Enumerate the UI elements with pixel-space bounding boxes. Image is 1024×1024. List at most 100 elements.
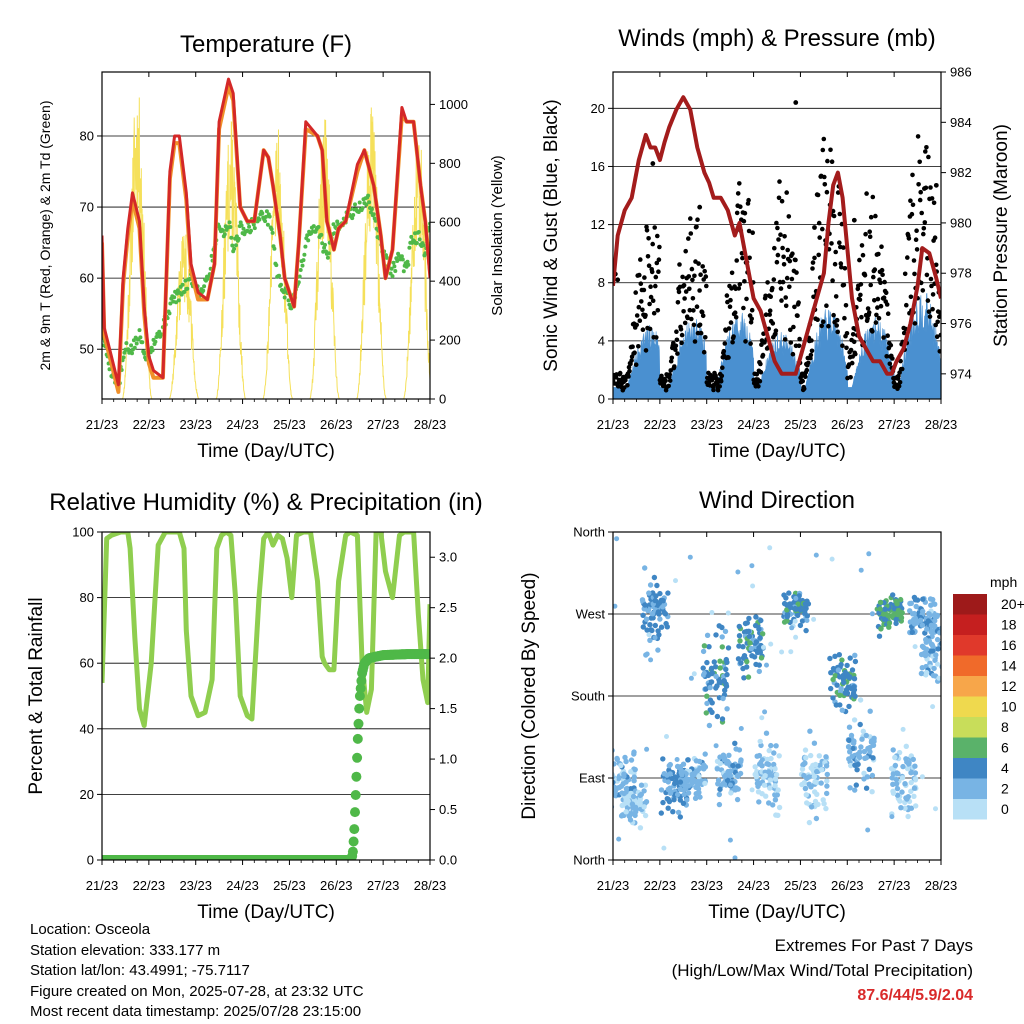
gust-point: [797, 336, 802, 342]
direction-point: [722, 628, 729, 635]
gust-point: [688, 216, 693, 221]
y-axis-label: Percent & Total Rainfall: [26, 597, 47, 794]
gust-point: [691, 322, 697, 328]
direction-point: [704, 659, 710, 666]
dewpoint-point: [251, 222, 256, 227]
dewpoint-point: [229, 235, 234, 240]
gust-point: [883, 290, 889, 296]
gust-point: [920, 288, 926, 293]
direction-point: [714, 766, 720, 772]
gust-point: [864, 191, 869, 196]
direction-point: [658, 624, 665, 630]
gust-point: [829, 159, 835, 164]
gust-point: [686, 274, 692, 279]
direction-point: [885, 612, 892, 618]
gust-point: [648, 294, 654, 300]
gust-point: [804, 367, 810, 373]
direction-point: [844, 662, 850, 669]
gust-point: [812, 255, 817, 261]
dewpoint-point: [311, 224, 316, 229]
gust-point: [638, 281, 644, 287]
gust-point: [675, 351, 680, 356]
direction-point: [705, 672, 712, 679]
dewpoint-point: [236, 236, 241, 241]
gust-point: [674, 329, 679, 335]
direction-point: [758, 759, 764, 765]
gust-point: [912, 321, 918, 326]
dewpoint-point: [238, 220, 243, 225]
gust-point: [914, 247, 920, 252]
gust-point: [768, 294, 773, 300]
gust-point: [826, 323, 831, 329]
direction-point: [724, 760, 730, 766]
direction-point: [765, 761, 772, 767]
gust-point: [800, 378, 805, 384]
gust-point: [860, 252, 866, 258]
gust-point: [682, 320, 688, 326]
gust-point: [875, 305, 880, 310]
gust-point: [776, 237, 781, 242]
direction-point: [895, 611, 901, 618]
gust-point: [644, 224, 649, 230]
dewpoint-point: [185, 286, 190, 291]
gust-point: [636, 344, 641, 349]
direction-point: [750, 583, 756, 589]
colorbar-title: mph: [990, 574, 1017, 590]
gust-point: [667, 372, 672, 377]
gust-point: [878, 280, 883, 286]
dewpoint-point: [353, 202, 357, 207]
direction-point: [895, 607, 902, 614]
direction-point: [851, 738, 857, 744]
solar-insolation-line: [168, 234, 200, 399]
direction-point: [890, 747, 896, 753]
y-tick-label: 80: [80, 128, 94, 143]
direction-point: [632, 766, 638, 773]
direction-point: [667, 771, 673, 777]
direction-point: [890, 790, 897, 796]
dewpoint-point: [301, 258, 306, 263]
rainfall-point: [354, 691, 365, 701]
gust-point: [636, 304, 642, 310]
direction-point: [860, 728, 866, 734]
direction-point: [628, 769, 634, 775]
direction-point: [932, 618, 938, 624]
gust-point: [917, 197, 923, 203]
direction-point: [900, 763, 906, 770]
solar-insolation-line: [262, 129, 293, 399]
dewpoint-point: [325, 255, 330, 260]
direction-point: [919, 774, 925, 780]
y-tick-label: 80: [80, 590, 94, 605]
direction-point: [846, 675, 853, 681]
gust-point: [646, 236, 651, 241]
gust-point: [924, 272, 930, 278]
gust-point: [857, 257, 862, 263]
direction-point: [776, 804, 783, 811]
direction-point: [646, 590, 652, 596]
gust-point: [890, 356, 895, 361]
direction-point: [721, 678, 727, 685]
gust-point: [675, 300, 681, 305]
colorbar-label: 18: [1001, 617, 1017, 633]
gust-point: [653, 274, 659, 280]
y-tick-label: 100: [72, 525, 94, 540]
direction-point: [904, 765, 911, 772]
gust-point: [632, 350, 637, 356]
direction-point: [813, 552, 819, 558]
dewpoint-point: [168, 301, 173, 306]
gust-point: [801, 386, 807, 392]
gust-point: [848, 375, 853, 380]
direction-point: [803, 755, 809, 761]
gust-point: [910, 172, 915, 178]
gust-point: [754, 372, 760, 377]
direction-point: [935, 661, 940, 667]
x-tick-label: 24/23: [737, 417, 770, 432]
dewpoint-point: [319, 232, 324, 237]
rainfall-point: [353, 718, 364, 729]
direction-point: [716, 623, 722, 629]
gust-point: [681, 283, 687, 288]
direction-point: [723, 666, 729, 673]
direction-point: [736, 633, 743, 639]
gust-point: [701, 349, 707, 355]
gust-point: [927, 314, 933, 319]
